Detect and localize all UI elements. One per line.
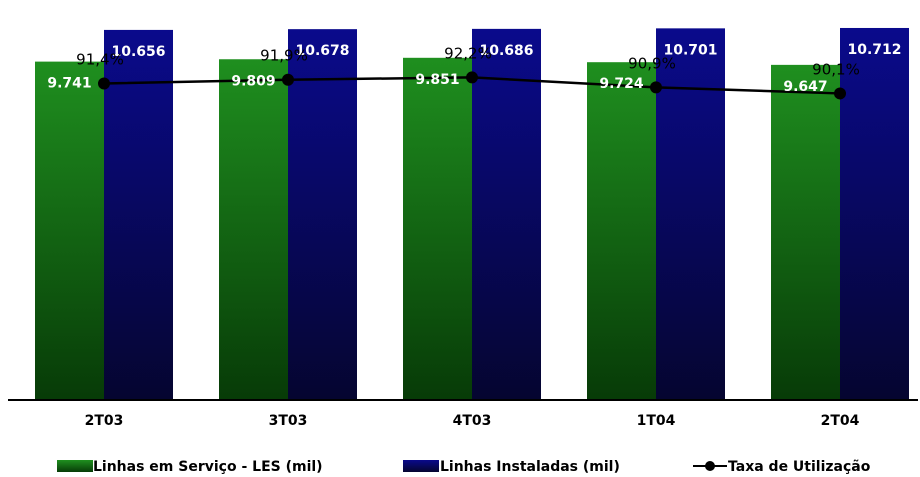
legend-marker-taxa — [705, 461, 715, 471]
data-label-les-1T04: 9.724 — [599, 76, 644, 92]
x-tick-label-2T03: 2T03 — [85, 413, 124, 429]
data-label-les-3T03: 9.809 — [231, 73, 275, 89]
bar-les-2T03 — [35, 61, 104, 400]
taxa-label-2T04: 90,1% — [812, 60, 860, 78]
x-tick-label-1T04: 1T04 — [637, 413, 676, 429]
legend-item-les: Linhas em Serviço - LES (mil) — [57, 459, 323, 475]
data-label-instaladas-1T04: 10.701 — [663, 42, 717, 58]
legend: Linhas em Serviço - LES (mil) Linhas Ins… — [57, 459, 871, 475]
bar-instaladas-2T03 — [104, 29, 173, 399]
bar-les-4T03 — [403, 57, 472, 399]
legend-item-instaladas: Linhas Instaladas (mil) — [403, 459, 620, 475]
data-label-instaladas-3T03: 10.678 — [295, 43, 349, 59]
taxa-marker-2T04 — [834, 87, 846, 100]
legend-swatch-instaladas — [403, 460, 439, 472]
line-layer — [98, 71, 846, 100]
data-label-les-2T03: 9.741 — [47, 76, 91, 92]
bar-les-1T04 — [587, 62, 656, 400]
bars-layer — [35, 27, 909, 400]
bar-instaladas-4T03 — [472, 28, 541, 399]
x-tick-label-2T04: 2T04 — [821, 413, 860, 429]
labels-layer: 9.741 10.656 2T03 9.809 10.678 3T03 9.851 10.68… — [47, 42, 901, 429]
data-label-instaladas-2T03: 10.656 — [111, 44, 165, 60]
legend-label-taxa: Taxa de Utilização — [728, 459, 871, 475]
bar-instaladas-1T04 — [656, 28, 725, 400]
bar-instaladas-2T04 — [840, 27, 909, 399]
legend-label-les: Linhas em Serviço - LES (mil) — [93, 459, 323, 475]
bar-les-3T03 — [219, 59, 288, 400]
taxa-marker-4T03 — [466, 71, 478, 84]
taxa-marker-1T04 — [650, 81, 662, 94]
taxa-label-3T03: 91,9% — [260, 47, 308, 65]
legend-label-instaladas: Linhas Instaladas (mil) — [440, 459, 620, 475]
x-tick-label-3T03: 3T03 — [269, 413, 308, 429]
x-tick-label-4T03: 4T03 — [453, 413, 492, 429]
legend-swatch-les — [57, 460, 93, 472]
legend-item-taxa: Taxa de Utilização — [693, 459, 871, 475]
data-label-instaladas-4T03: 10.686 — [479, 43, 533, 59]
taxa-marker-3T03 — [282, 73, 294, 86]
data-label-instaladas-2T04: 10.712 — [847, 42, 901, 58]
data-label-les-4T03: 9.851 — [415, 72, 459, 88]
taxa-label-1T04: 90,9% — [628, 54, 676, 72]
taxa-label-4T03: 92,2% — [444, 44, 492, 62]
data-label-les-2T04: 9.647 — [783, 79, 827, 95]
bar-les-2T04 — [771, 64, 840, 399]
taxa-marker-2T03 — [98, 77, 110, 90]
taxa-label-2T03: 91,4% — [76, 51, 124, 69]
bar-instaladas-3T03 — [288, 29, 357, 400]
